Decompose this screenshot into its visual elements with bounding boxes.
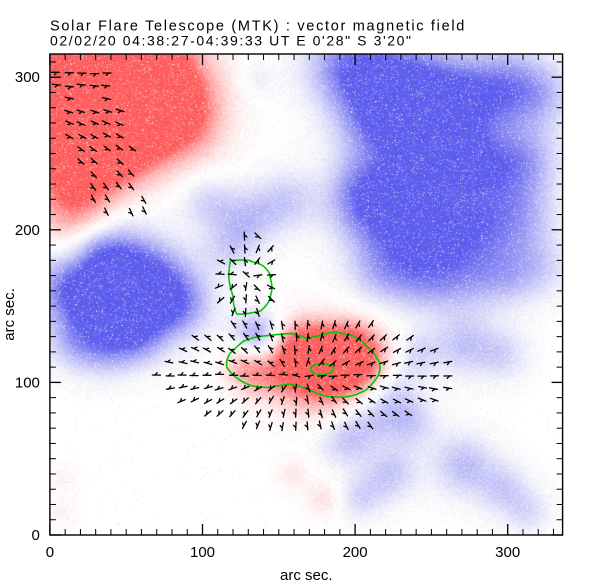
svg-text:300: 300 (15, 69, 40, 86)
svg-text:0: 0 (46, 544, 54, 561)
svg-text:100: 100 (190, 544, 215, 561)
svg-text:arc sec.: arc sec. (280, 567, 333, 584)
svg-text:arc sec.: arc sec. (1, 288, 18, 341)
svg-text:200: 200 (15, 222, 40, 239)
svg-text:100: 100 (15, 374, 40, 391)
svg-text:02/02/20 04:38:27-04:39:33 U: 02/02/20 04:38:27-04:39:33 UT E 0'28" S … (50, 33, 413, 49)
svg-text:300: 300 (495, 544, 520, 561)
svg-text:200: 200 (343, 544, 368, 561)
svg-text:0: 0 (32, 527, 40, 544)
